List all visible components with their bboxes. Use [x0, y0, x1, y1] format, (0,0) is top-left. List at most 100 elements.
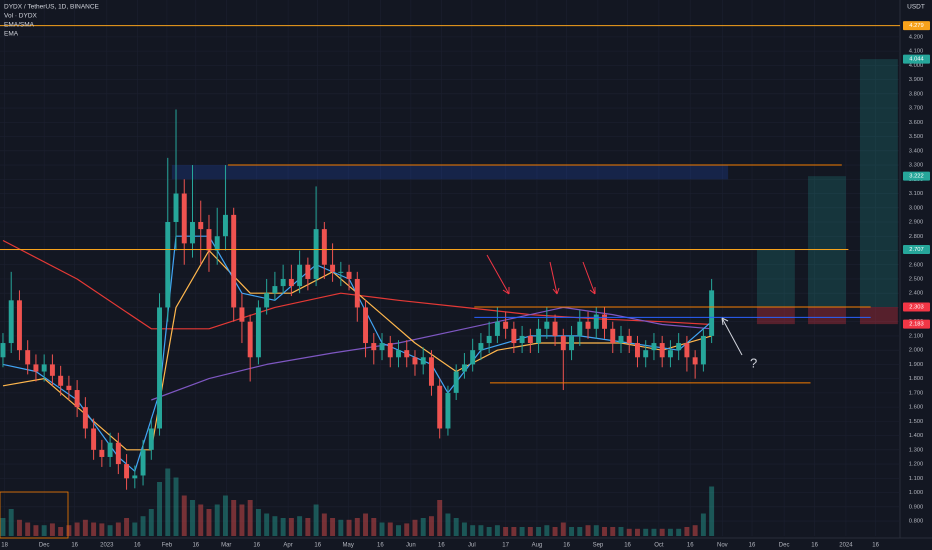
candle-body: [700, 335, 706, 365]
y-tick-label: 1.700: [909, 390, 924, 396]
volume-bar: [206, 509, 212, 536]
x-tick-label: 16: [377, 543, 384, 549]
candle-body: [610, 328, 616, 344]
volume-bar: [49, 523, 55, 536]
candle-body: [0, 343, 6, 358]
candle-body: [412, 357, 418, 365]
x-tick-label: 18: [1, 543, 8, 549]
candle-body: [461, 364, 467, 372]
candle-body: [544, 321, 550, 329]
volume-bar: [66, 525, 72, 536]
price-label-box: [903, 21, 930, 31]
candle-body: [132, 475, 138, 479]
y-tick-label: 1.300: [909, 447, 924, 453]
zone: [859, 59, 898, 308]
candle-body: [445, 392, 451, 429]
candle-body: [709, 290, 715, 336]
zone: [859, 307, 898, 325]
volume-bar: [190, 500, 195, 536]
volume-box: [0, 491, 69, 539]
candle-body: [41, 364, 47, 372]
x-tick-label: 2024: [839, 543, 853, 549]
chart-title: DYDX / TetherUS, 1D, BINANCE: [4, 4, 100, 11]
volume-bar: [602, 527, 607, 536]
volume-bar: [626, 528, 632, 536]
volume-bar: [651, 528, 657, 536]
candle-body: [643, 350, 649, 358]
candle-body: [470, 350, 476, 365]
candle-body: [602, 314, 607, 329]
volume-bar: [25, 522, 31, 536]
volume-bar: [420, 518, 426, 536]
y-tick-label: 3.500: [909, 134, 924, 140]
zone: [808, 307, 846, 325]
candle-body: [519, 335, 525, 344]
x-tick-label: 16: [624, 543, 631, 549]
volume-bar: [536, 527, 542, 536]
candle-body: [239, 307, 245, 322]
y-tick-label: 1.000: [909, 490, 924, 496]
candle-body: [536, 328, 542, 344]
x-tick-label: 16: [749, 543, 756, 549]
volume-bar: [124, 518, 130, 536]
candle-body: [124, 464, 130, 479]
volume-bar: [181, 495, 187, 536]
y-tick-label: 0.800: [909, 519, 924, 525]
volume-bar: [272, 516, 278, 536]
price-label: 4.044: [909, 57, 924, 63]
price-label: 2.303: [909, 305, 924, 311]
candle-body: [247, 321, 253, 358]
arrow: [721, 317, 743, 356]
levels-layer: [0, 25, 900, 384]
candle-body: [503, 321, 509, 329]
volume-bar: [264, 513, 270, 536]
volume-bar: [396, 525, 401, 536]
volume-bar: [618, 527, 624, 536]
candle-body: [676, 343, 682, 351]
x-tick-label: 16: [438, 543, 445, 549]
volume-bar: [544, 525, 550, 536]
candle-body: [569, 335, 575, 351]
candle-body: [453, 371, 459, 393]
candle-body: [206, 229, 212, 251]
y-tick-label: 2.800: [909, 234, 924, 240]
x-tick-label: 16: [563, 543, 570, 549]
y-tick-label: 4.000: [909, 63, 924, 69]
volume-bar: [0, 518, 6, 536]
candle-body: [107, 442, 113, 457]
price-label: 3.222: [909, 174, 924, 180]
volume-bar: [140, 516, 146, 536]
price-label-box: [903, 171, 930, 181]
volume-bar: [494, 525, 500, 536]
volume-bar: [437, 500, 443, 536]
volume-bar: [33, 525, 39, 536]
x-tick-label: 16: [253, 543, 260, 549]
zone: [808, 176, 846, 308]
candle-body: [74, 390, 80, 408]
y-tick-label: 2.500: [909, 276, 924, 282]
y-tick-label: 4.200: [909, 34, 924, 40]
volume-bar: [634, 528, 640, 536]
candle-body: [313, 229, 319, 279]
volume-bar: [231, 500, 237, 536]
candle-body: [49, 364, 55, 376]
candle-body: [651, 343, 657, 351]
candle-body: [379, 343, 385, 351]
volume-bar: [41, 525, 47, 536]
volume-bar: [313, 504, 319, 536]
indicator-label: EMA/SMA: [4, 22, 35, 29]
candle-body: [330, 264, 336, 272]
volume-layer: [0, 468, 715, 536]
candle-body: [16, 300, 22, 351]
candle-body: [297, 264, 303, 287]
volume-bar: [321, 513, 327, 536]
candle-body: [173, 193, 179, 223]
x-tick-label: Oct: [654, 543, 664, 549]
axis-layer: 0.800 0.900 1.000 1.100 1.200 1.300 1.400 1.500…: [1, 21, 930, 549]
candle-body: [165, 222, 171, 308]
candle-body: [115, 442, 121, 465]
y-tick-label: 1.400: [909, 433, 924, 439]
x-tick-label: 16: [71, 543, 78, 549]
y-tick-label: 1.800: [909, 376, 924, 382]
